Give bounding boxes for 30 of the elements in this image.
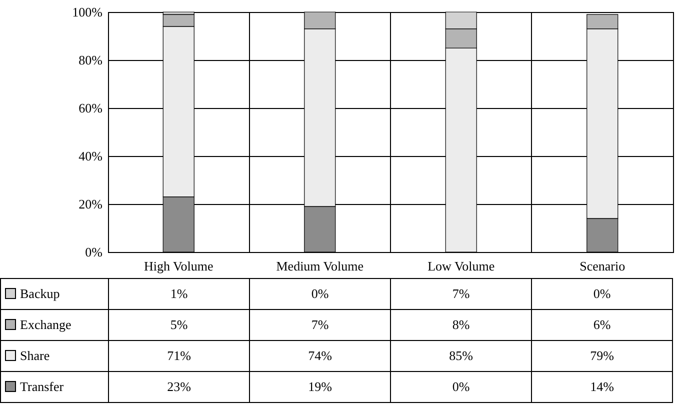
x-tick-label: Scenario [580, 258, 626, 274]
data-label: 7% [390, 278, 532, 310]
y-tick-label: 40% [78, 148, 103, 164]
data-label: 0% [250, 278, 390, 310]
data-label: 5% [108, 310, 250, 340]
data-label: 74% [250, 340, 390, 372]
data-label: 19% [250, 372, 390, 402]
x-tick-label: Low Volume [428, 258, 495, 274]
data-label: 85% [390, 340, 532, 372]
y-tick-label: 20% [78, 196, 103, 212]
y-tick-label: 0% [85, 244, 103, 260]
data-label: 1% [108, 278, 250, 310]
y-tick-label: 60% [78, 100, 103, 116]
x-tick-label: High Volume [144, 258, 214, 274]
data-label: 0% [532, 278, 672, 310]
data-label: 6% [532, 310, 672, 340]
data-label: 7% [250, 310, 390, 340]
data-label: 23% [108, 372, 250, 402]
data-label: 71% [108, 340, 250, 372]
legend-label: Share [0, 340, 108, 372]
data-label: 79% [532, 340, 672, 372]
legend-label: Backup [0, 278, 108, 310]
legend-label: Transfer [0, 372, 108, 402]
y-tick-label: 100% [72, 4, 103, 20]
data-label: 0% [390, 372, 532, 402]
data-label: 14% [532, 372, 672, 402]
y-tick-label: 80% [78, 52, 103, 68]
x-tick-label: Medium Volume [276, 258, 364, 274]
legend-label: Exchange [0, 310, 108, 340]
data-label: 8% [390, 310, 532, 340]
